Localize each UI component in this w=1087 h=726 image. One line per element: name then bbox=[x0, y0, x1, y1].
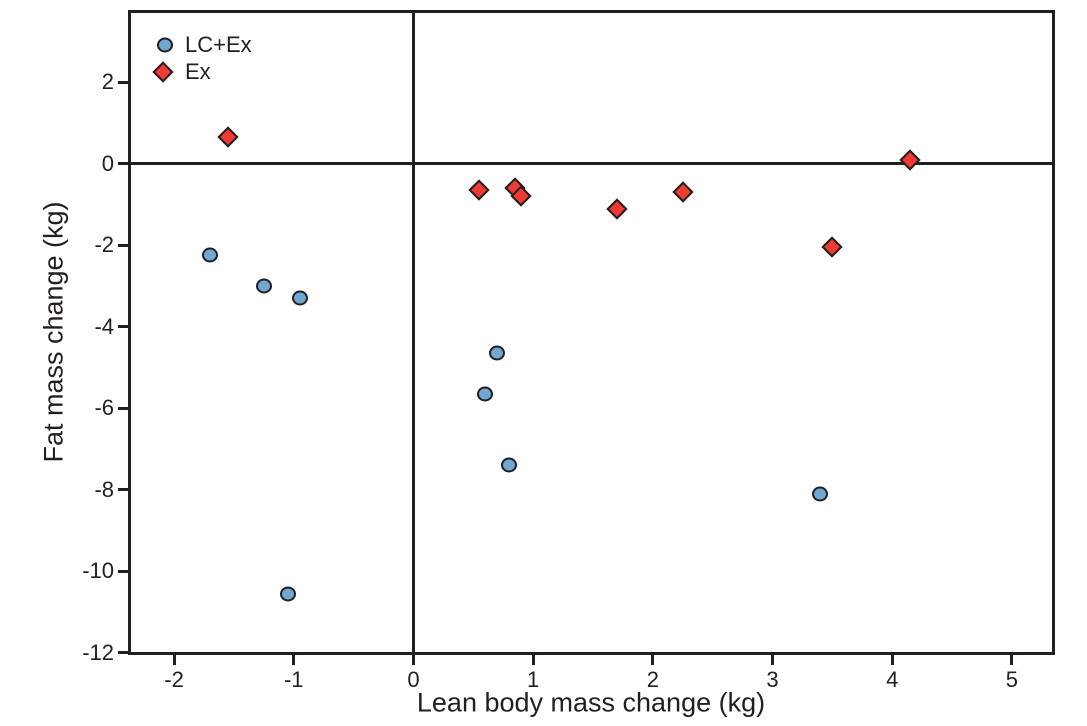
y-tick-label: -8 bbox=[94, 476, 114, 502]
y-tick-label: -2 bbox=[94, 232, 114, 258]
x-tick-label: -1 bbox=[283, 667, 304, 692]
x-tick-mark bbox=[651, 655, 655, 665]
y-tick-label: -6 bbox=[94, 395, 114, 421]
plot-area bbox=[128, 10, 1055, 655]
data-point-lcex bbox=[291, 290, 308, 306]
y-tick-label: 0 bbox=[101, 150, 114, 176]
x-tick-label: 3 bbox=[766, 667, 779, 692]
x-tick-label: 0 bbox=[407, 667, 420, 692]
y-tick-label: -10 bbox=[82, 558, 114, 584]
legend-marker-circle-icon bbox=[157, 37, 173, 53]
x-tick-label: 2 bbox=[646, 667, 659, 692]
x-tick-label: -2 bbox=[164, 667, 184, 692]
data-point-lcex bbox=[279, 586, 296, 602]
y-tick-mark bbox=[118, 651, 128, 655]
horizontal-zero-line bbox=[128, 162, 1055, 166]
data-point-lcex bbox=[255, 278, 272, 294]
data-point-lcex bbox=[489, 345, 506, 361]
x-tick-mark bbox=[411, 655, 415, 665]
y-tick-mark bbox=[118, 325, 128, 329]
y-tick-mark bbox=[118, 569, 128, 573]
x-tick-label: 1 bbox=[527, 667, 540, 692]
y-tick-mark bbox=[118, 162, 128, 166]
x-axis-label: Lean body mass change (kg) bbox=[416, 687, 766, 718]
x-tick-mark bbox=[1010, 655, 1014, 665]
y-tick-mark bbox=[118, 488, 128, 492]
y-tick-label: -12 bbox=[82, 639, 114, 665]
x-tick-mark bbox=[172, 655, 176, 665]
y-tick-mark bbox=[118, 80, 128, 84]
y-tick-label: 2 bbox=[101, 69, 114, 95]
x-tick-mark bbox=[531, 655, 535, 665]
legend-label-lcex: LC+Ex bbox=[185, 32, 252, 57]
x-tick-mark bbox=[292, 655, 296, 665]
y-tick-label: -4 bbox=[94, 313, 114, 339]
data-point-lcex bbox=[812, 486, 829, 502]
y-tick-mark bbox=[118, 243, 128, 247]
vertical-zero-line bbox=[411, 10, 415, 655]
y-tick-mark bbox=[118, 406, 128, 410]
x-tick-label: 5 bbox=[1005, 667, 1019, 692]
x-tick-mark bbox=[771, 655, 775, 665]
legend-label-ex: Ex bbox=[185, 59, 211, 84]
data-point-lcex bbox=[477, 386, 494, 402]
data-point-lcex bbox=[501, 457, 518, 473]
x-tick-mark bbox=[890, 655, 894, 665]
y-axis-label: Fat mass change (kg) bbox=[38, 201, 69, 463]
data-point-lcex bbox=[201, 247, 218, 263]
x-tick-label: 4 bbox=[886, 667, 899, 692]
